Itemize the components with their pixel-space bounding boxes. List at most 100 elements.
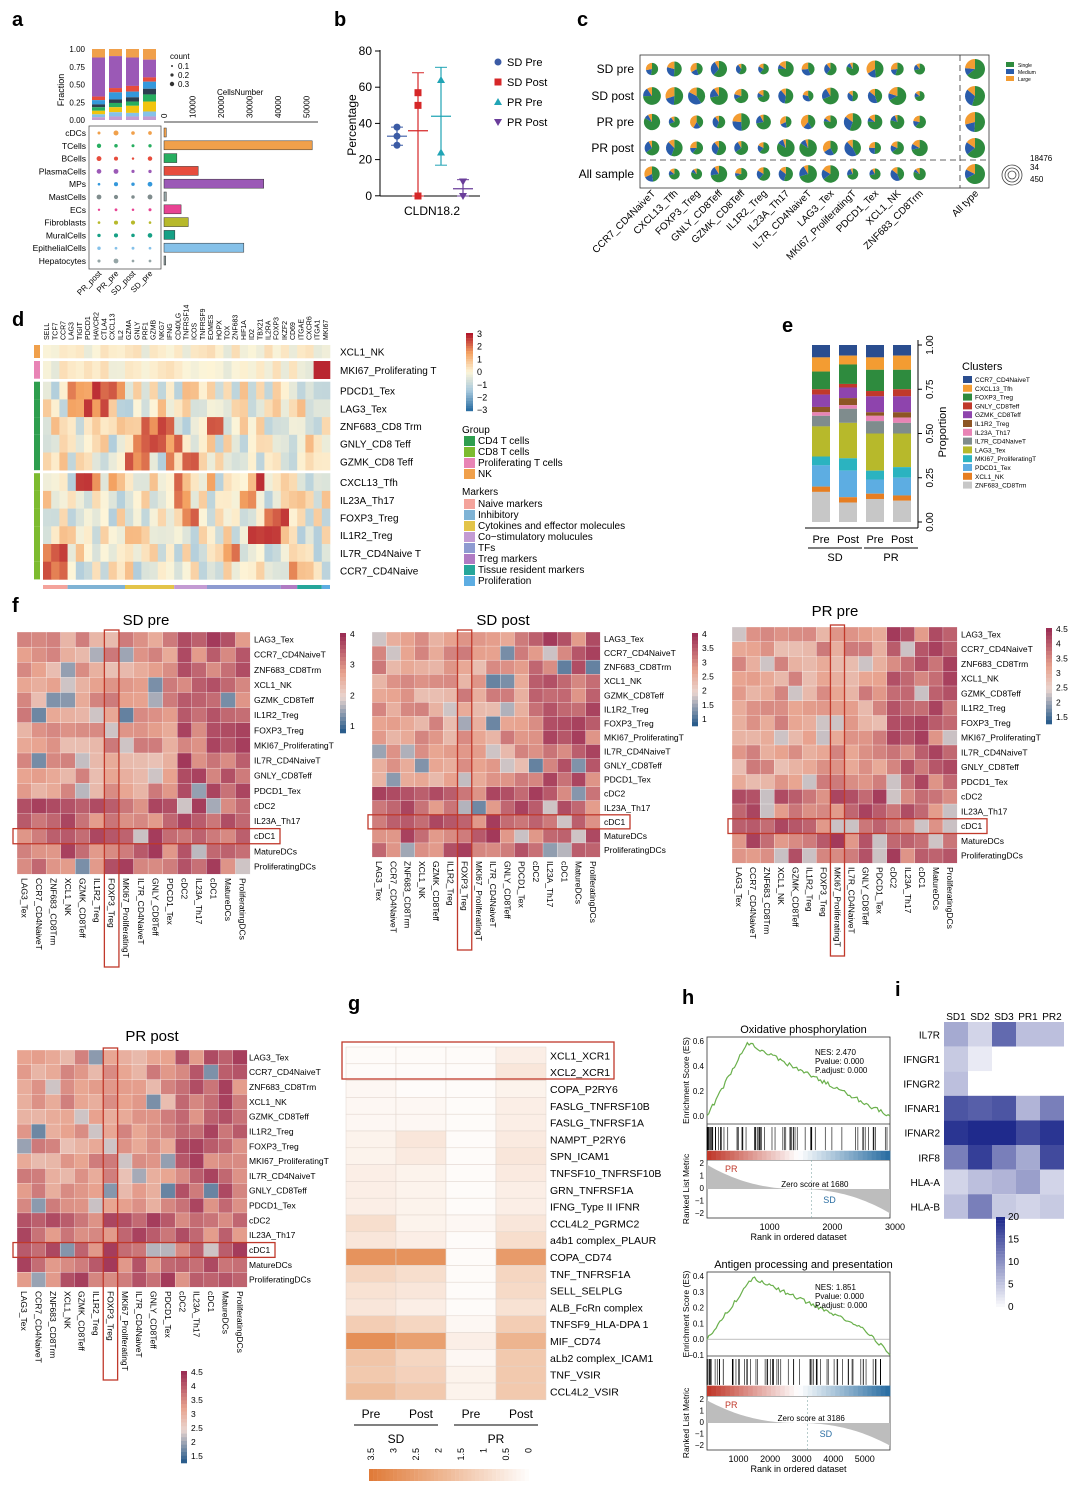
c-pie-slice <box>710 87 728 105</box>
g-heat-cell <box>445 1281 497 1300</box>
d-heat-cell <box>166 361 175 379</box>
f-heat-cell <box>900 656 916 672</box>
f-heat-cell <box>206 677 222 693</box>
f-heat-cell <box>485 716 501 731</box>
b-point <box>414 192 422 200</box>
f-heat-cell <box>177 783 193 799</box>
d-heat-cell <box>133 417 142 436</box>
d-heat-cell <box>141 361 150 379</box>
f-scale-label: 3.5 <box>1056 653 1068 663</box>
d-heat-cell <box>190 434 200 453</box>
a-fraction-segment <box>109 102 122 108</box>
d-heat-cell <box>149 508 159 527</box>
f-col-label: MatureDCs <box>223 878 233 921</box>
g-heat-cell <box>495 1130 547 1149</box>
f-heat-cell <box>220 752 236 769</box>
d-heat-cell <box>207 345 216 359</box>
h-rank-gradient-cell <box>739 1150 744 1160</box>
d-heat-cell <box>198 434 208 453</box>
f-heat-cell <box>928 744 944 761</box>
d-heat-cell <box>108 508 118 527</box>
g-scale-cell <box>410 1469 415 1481</box>
a-dot <box>97 233 101 238</box>
f-row-label: XCL1_NK <box>249 1097 287 1107</box>
a-fraction-segment <box>126 85 139 92</box>
f-heat-cell <box>133 722 149 739</box>
f-col-label: LAG3_Tex <box>19 878 29 918</box>
f-col-label: GZMK_CD8Teff <box>78 878 88 938</box>
c-pie-slice <box>848 90 853 96</box>
e-legend-label: FOXP3_Treg <box>975 395 1013 402</box>
f-heat-cell <box>788 685 803 702</box>
f-heat-cell <box>443 674 458 689</box>
d-group-bar <box>34 508 40 527</box>
f-heat-cell <box>131 1272 147 1288</box>
c-pie-slice <box>967 86 975 96</box>
c-pie-slice <box>915 90 920 96</box>
f-heat-cell <box>557 645 572 661</box>
f-scale-cell <box>181 1389 187 1394</box>
f-heat-cell <box>400 645 416 661</box>
f-scale-cell <box>1046 635 1052 640</box>
i-scale-cell <box>996 1291 1005 1295</box>
d-heat-cell <box>133 473 142 492</box>
d-row-label: IL1R2_Treg <box>340 531 392 542</box>
f-scale-cell <box>1046 662 1052 667</box>
f-heat-cell <box>235 722 251 739</box>
f-scale-cell <box>692 722 698 727</box>
f-heat-cell <box>371 842 387 858</box>
f-heat-cell <box>759 641 775 657</box>
c-legend-label: Medium <box>1018 70 1036 76</box>
f-scale-cell <box>1046 658 1052 663</box>
c-pie-slice <box>823 118 831 122</box>
d-row-label: LAG3_Tex <box>340 404 387 415</box>
d-row-label: XCL1_NK <box>340 348 385 359</box>
f-heat-cell <box>485 730 501 745</box>
d-heat-cell <box>67 434 77 453</box>
f-heat-cell <box>189 1212 205 1229</box>
e-legend-swatch <box>963 376 972 383</box>
h-rank-gradient-cell <box>880 1385 886 1396</box>
d-heat-cell <box>92 561 101 580</box>
h-rank-gradient-cell <box>734 1150 740 1160</box>
f-heat-cell <box>147 798 163 814</box>
d-heat-cell <box>223 526 232 545</box>
g-heat-cell <box>345 1298 397 1317</box>
f-row-label: GZMK_CD8Teff <box>249 1112 309 1122</box>
a-count-title: count <box>170 52 190 61</box>
d-heat-cell <box>92 399 101 418</box>
f-heat-cell <box>174 1212 190 1229</box>
a-fraction-segment <box>126 97 139 102</box>
h-es-tick: 0.0 <box>693 1335 705 1344</box>
d-heat-cell <box>67 399 77 418</box>
c-pie-slice <box>691 69 699 76</box>
d-marker-bar <box>321 585 330 589</box>
f-heat-cell <box>203 1242 219 1258</box>
f-heat-cell <box>133 677 149 693</box>
i-row-label: HLA-B <box>911 1203 941 1214</box>
f-heat-cell <box>16 1079 32 1095</box>
e-stack-segment <box>866 357 884 370</box>
f-heat-cell <box>585 842 601 858</box>
f-heat-cell <box>858 774 873 790</box>
f-row-label: cDC1 <box>604 817 626 827</box>
c-pie-slice <box>716 115 726 129</box>
f-heatmap-title: SD pre <box>123 612 170 629</box>
f-heat-cell <box>557 702 572 717</box>
a-dot <box>131 246 135 250</box>
f-heat-cell <box>514 716 530 731</box>
a-frac-tick: 0.25 <box>69 98 85 107</box>
f-heat-cell <box>118 843 134 860</box>
f-heat-cell <box>74 1138 90 1155</box>
a-dot <box>131 157 135 160</box>
g-heat-cell <box>445 1113 497 1132</box>
g-heat-cell <box>345 1130 397 1149</box>
f-scale-cell <box>692 670 698 675</box>
f-heat-cell <box>942 641 958 657</box>
d-heat-cell <box>198 508 208 527</box>
f-heat-cell <box>174 1138 190 1155</box>
f-heat-cell <box>45 858 62 875</box>
f-heat-cell <box>89 843 105 860</box>
c-pie-slice <box>644 114 652 122</box>
f-heat-cell <box>774 730 789 746</box>
